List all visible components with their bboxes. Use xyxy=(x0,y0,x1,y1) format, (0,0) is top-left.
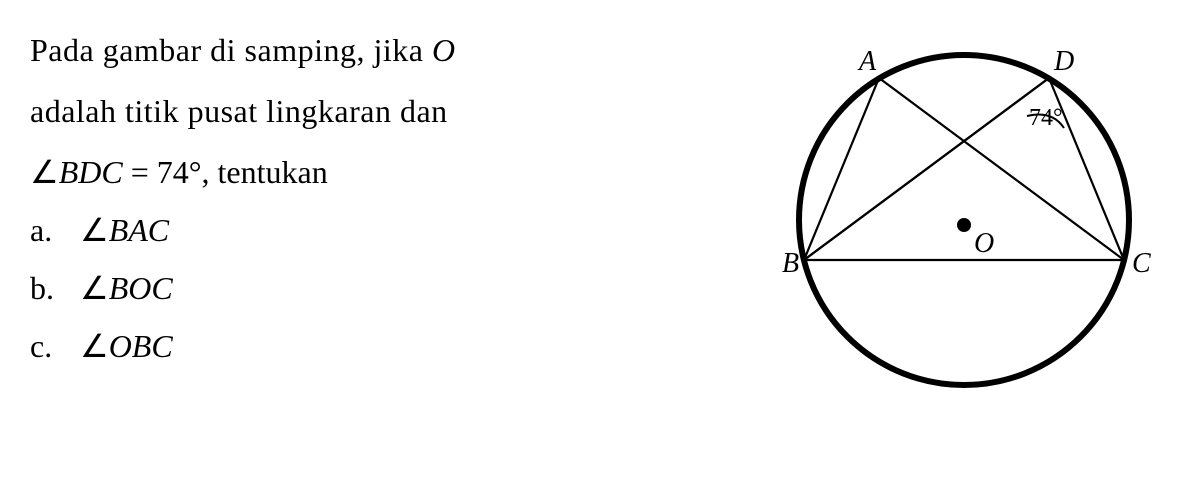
problem-text: Pada gambar di samping, jika O adalah ti… xyxy=(30,20,774,482)
circle-diagram: A D B C O 74° xyxy=(774,20,1154,482)
angle-name: BDC xyxy=(59,154,123,190)
chord-lines xyxy=(804,78,1124,260)
angle-name: OBC xyxy=(109,328,173,364)
item-content: ∠BOC xyxy=(80,260,173,318)
labels: A D B C O 74° xyxy=(782,46,1151,279)
center-dot xyxy=(957,218,971,232)
angle-symbol: ∠ xyxy=(80,270,109,306)
line1-var: O xyxy=(432,32,456,68)
label-O: O xyxy=(974,228,994,259)
text-line-1: Pada gambar di samping, jika O xyxy=(30,20,734,81)
label-B: B xyxy=(782,248,799,279)
angle-name: BAC xyxy=(109,212,169,248)
angle-name: BOC xyxy=(109,270,173,306)
item-content: ∠BAC xyxy=(80,202,169,260)
diagram-svg: A D B C O 74° xyxy=(774,30,1154,410)
angle-symbol: ∠ xyxy=(30,154,59,190)
angle-symbol: ∠ xyxy=(80,328,109,364)
item-content: ∠OBC xyxy=(80,318,173,376)
label-A: A xyxy=(857,46,877,77)
label-C: C xyxy=(1132,248,1151,279)
item-label: c. xyxy=(30,318,80,376)
text-line-2: adalah titik pusat lingkaran dan xyxy=(30,81,734,142)
angle-symbol: ∠ xyxy=(80,212,109,248)
item-c: c. ∠OBC xyxy=(30,318,734,376)
text-line-3: ∠BDC = 74°, tentukan xyxy=(30,142,734,203)
label-D: D xyxy=(1053,46,1074,77)
label-angle: 74° xyxy=(1029,105,1063,131)
item-label: b. xyxy=(30,260,80,318)
angle-rest: = 74°, tentukan xyxy=(123,154,328,190)
item-label: a. xyxy=(30,202,80,260)
line1-pre: Pada gambar di samping, jika xyxy=(30,32,432,68)
item-b: b. ∠BOC xyxy=(30,260,734,318)
item-a: a. ∠BAC xyxy=(30,202,734,260)
